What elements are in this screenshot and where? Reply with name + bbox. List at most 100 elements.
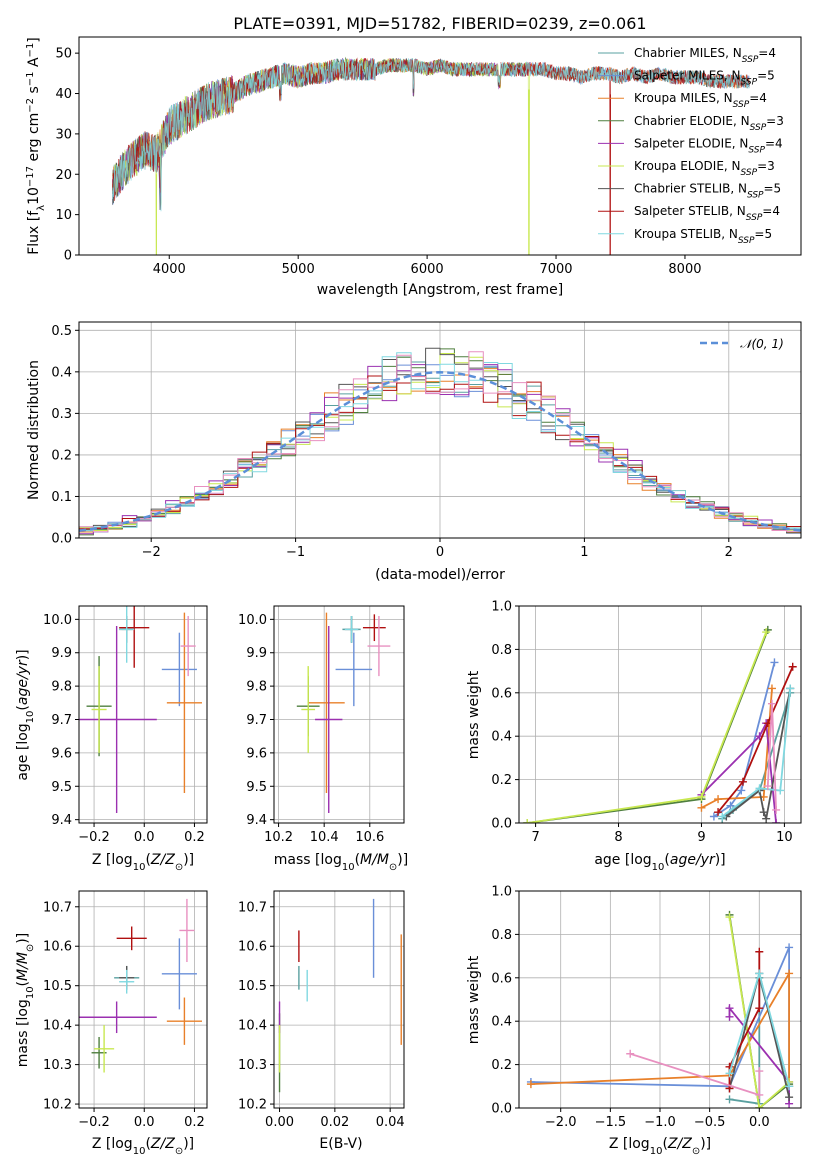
axes-frame — [78, 321, 802, 539]
series-marker — [714, 808, 723, 817]
series-line-chabrier-miles — [721, 692, 792, 820]
x-tick-label: 4000 — [153, 262, 186, 277]
legend-sub: SSP — [741, 168, 758, 178]
age_vs_mass-axes: 10.2 10.4 10.6 9.4 9.5 9.6 9.7 9.8 9.9 10.0 — [238, 605, 405, 845]
mass_vs_ebv-plot-area — [278, 898, 402, 1093]
series-marker — [755, 969, 764, 978]
y-axis-label: Normed distribution — [26, 360, 42, 500]
legend-label: Salpeter MILES, NSSP=5 — [634, 69, 775, 88]
series-marker — [523, 819, 532, 823]
series-line-salpeter-elodie — [700, 720, 777, 823]
series-marker — [772, 805, 781, 814]
spectrum-line-kroupa-stelib — [112, 58, 750, 212]
x-tick-label: 1 — [580, 545, 588, 560]
x-tick-label: 0.0 — [134, 1115, 155, 1130]
legend-label: Salpeter STELIB, NSSP=4 — [634, 204, 780, 223]
label-part: M/M — [360, 852, 389, 868]
x-tick-label: 9 — [697, 830, 705, 845]
axes-frame — [78, 890, 208, 1109]
label-part: 10 — [133, 862, 146, 873]
y-tick-label: 9.9 — [51, 646, 72, 661]
series-marker — [738, 777, 747, 786]
x-axis-label: Z [log10(Z/Z⊙)] — [92, 1136, 194, 1157]
y-tick-label: 30 — [55, 127, 72, 142]
legend-sub: SSP — [750, 123, 767, 133]
residuals-plot-area — [79, 347, 801, 536]
y-tick-label: 0.0 — [491, 1102, 512, 1117]
x-tick-label: 7 — [531, 830, 539, 845]
age_vs_mass-plot-area — [296, 612, 391, 813]
series-marker — [697, 792, 706, 801]
x-tick-label: −2 — [142, 545, 161, 560]
label-part: )] — [715, 852, 726, 868]
histogram-step-salpeter-miles-alt — [79, 351, 801, 534]
y-tick-label: 0.6 — [491, 686, 512, 701]
x-tick-label: 0.2 — [184, 1115, 205, 1130]
label-part: −2 — [25, 98, 36, 113]
x-tick-label: −1 — [286, 545, 305, 560]
mass_vs_Z-axes: −0.2 0.0 0.2 10.2 10.3 10.4 10.5 10.6 10.7 — [43, 890, 208, 1130]
y-tick-label: 20 — [55, 168, 72, 183]
label-part: M/M — [15, 952, 31, 981]
y-tick-label: 0.3 — [51, 407, 72, 422]
series-marker — [697, 803, 706, 812]
y-tick-label: 9.8 — [51, 680, 72, 695]
x-axis-label: (data-model)/error — [375, 567, 505, 583]
series-line-salpeter-elodie — [728, 1005, 790, 1104]
y-axis-label: age [log10(age/yr)] — [15, 649, 36, 780]
x-tick-label: 8 — [614, 830, 622, 845]
x-tick-label: 0.0 — [134, 830, 155, 845]
series-marker — [767, 684, 776, 693]
series-marker — [718, 812, 727, 821]
y-axis-label: Flux [fλ10−17 erg cm−2 s−1 A−1] — [25, 37, 47, 255]
y-tick-label: 9.8 — [246, 680, 267, 695]
y-tick-label: 0.2 — [491, 1058, 512, 1073]
y-tick-label: 10.7 — [238, 900, 267, 915]
x-tick-label: 8000 — [668, 262, 701, 277]
label-part: )] — [700, 1136, 711, 1152]
label-part: )] — [183, 852, 194, 868]
label-part: 10 — [652, 862, 665, 873]
legend-sub: SSP — [741, 78, 758, 88]
y-tick-label: 10 — [55, 208, 72, 223]
x-tick-label: 0.04 — [376, 1115, 405, 1130]
y-tick-label: 0.4 — [491, 730, 512, 745]
weight_vs_age-plot-area — [523, 625, 797, 823]
y-tick-label: 9.4 — [246, 813, 267, 828]
x-axis-label: E(B-V) — [319, 1136, 362, 1152]
series-marker — [737, 786, 746, 795]
series-marker — [726, 801, 735, 810]
legend-name: Salpeter MILES, N — [634, 69, 741, 83]
series-marker — [714, 795, 723, 804]
age_vs_Z-plot-area — [79, 606, 202, 813]
y-tick-label: 10.4 — [43, 1019, 72, 1034]
y-axis-label: mass [log10(M/M⊙)] — [15, 933, 36, 1067]
y-tick-label: 50 — [55, 47, 72, 62]
y-tick-label: 9.7 — [246, 713, 267, 728]
label-part: 10 — [342, 862, 355, 873]
legend-suffix: =4 — [749, 91, 767, 105]
x-tick-label: −1.0 — [644, 1115, 676, 1130]
series-line-salpeter-miles — [713, 662, 776, 818]
legend-label: Kroupa STELIB, NSSP=5 — [634, 227, 772, 246]
y-tick-label: 0 — [64, 249, 72, 264]
y-tick-label: 10.3 — [238, 1058, 267, 1073]
legend-name: Salpeter ELODIE, N — [634, 136, 748, 150]
mass_vs_ebv-axes: 0.00 0.02 0.04 10.2 10.3 10.4 10.5 10.6 10.7 — [238, 890, 405, 1130]
y-tick-label: 10.0 — [43, 613, 72, 628]
age_vs_Z-axes: −0.2 0.0 0.2 9.4 9.5 9.6 9.7 9.8 9.9 10.0 — [43, 605, 208, 845]
axes-frame — [78, 605, 208, 824]
label-part: −1 — [25, 71, 36, 86]
y-tick-label: 0.2 — [51, 448, 72, 463]
legend-sub: SSP — [742, 55, 759, 65]
label-part: mass [log — [274, 852, 342, 868]
series-marker — [762, 628, 771, 637]
legend-label: Chabrier MILES, NSSP=4 — [634, 46, 776, 65]
label-part: ( — [664, 852, 669, 868]
series-marker — [755, 1090, 764, 1099]
x-tick-label: 6000 — [411, 262, 444, 277]
x-axis-label: age [log10(age/yr)] — [594, 852, 725, 873]
x-tick-label: 10.4 — [310, 830, 339, 845]
legend-label: Chabrier STELIB, NSSP=5 — [634, 182, 781, 201]
